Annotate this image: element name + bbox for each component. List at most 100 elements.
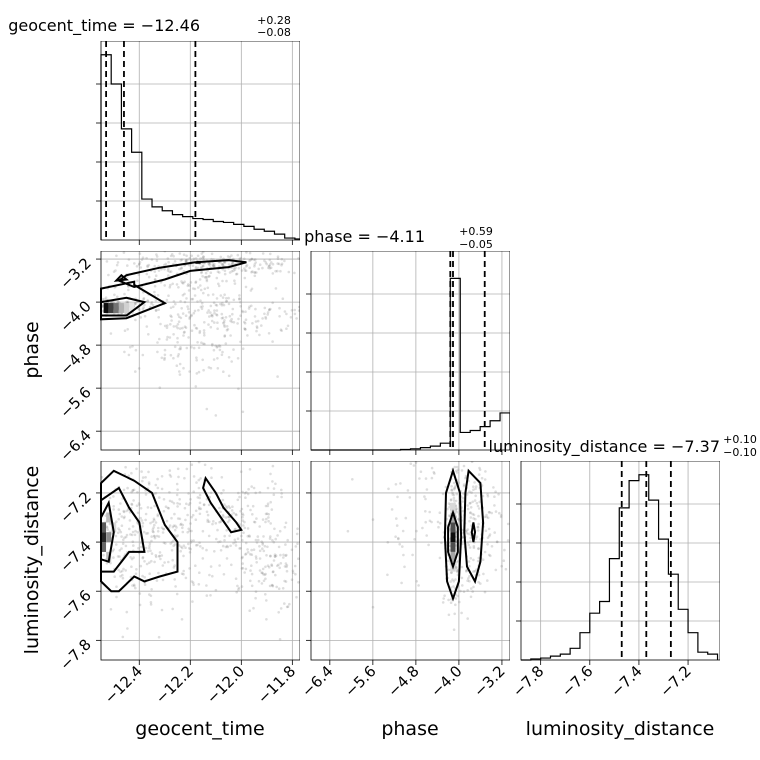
sample-point [175,592,179,596]
sample-point [232,269,235,273]
sample-point [249,508,252,512]
sample-point [278,306,281,310]
title-geocent-time-plus: +0.28 [257,14,291,27]
sample-point [269,535,272,538]
sample-point [498,511,501,515]
sample-point [215,537,218,541]
sample-point [216,345,219,348]
sample-point [280,329,283,333]
sample-point [148,544,151,548]
sample-point [245,264,249,267]
sample-point [427,543,430,547]
sample-point [206,518,209,522]
sample-point [163,324,167,328]
sample-point [190,529,193,533]
sample-point [150,552,154,555]
sample-point [139,316,143,319]
sample-point [283,602,286,605]
sample-point [465,569,468,572]
sample-point [253,263,256,266]
sample-point [266,486,270,490]
sample-point [243,327,247,331]
sample-point [398,542,402,546]
sample-point [280,492,284,495]
sample-point [134,302,138,305]
sample-point [160,356,164,360]
sample-point [454,597,458,600]
sample-point [199,299,202,303]
sample-point [214,588,218,592]
sample-point [221,263,225,267]
sample-point [205,407,209,411]
sample-point [221,279,224,283]
sample-point [201,264,205,268]
sample-point [245,251,248,254]
sample-point [268,267,272,270]
sample-point [277,611,281,614]
sample-point [386,573,389,577]
sample-point [387,487,390,491]
sample-point [478,500,482,504]
sample-point [470,587,473,590]
sample-point [244,552,248,556]
sample-point [135,467,138,471]
sample-point [264,504,268,508]
sample-point [466,589,470,592]
sample-point [474,517,477,521]
sample-point [442,597,446,600]
sample-point [163,358,166,361]
sample-point [192,583,195,587]
sample-point [194,385,198,388]
sample-point [134,370,137,373]
sample-point [276,375,279,378]
sample-point [293,564,297,568]
sample-point [455,471,459,474]
sample-point [225,544,229,548]
sample-point [176,336,179,340]
sample-point [199,477,202,480]
sample-point [225,506,229,510]
sample-point [452,493,456,497]
sample-point [206,311,209,314]
sample-point [200,271,203,275]
sample-point [109,561,112,565]
sample-point [276,564,279,568]
sample-point [235,590,238,594]
sample-point [122,516,126,520]
sample-point [254,596,257,600]
sample-point [297,257,300,260]
sample-point [168,499,172,503]
histogram-luminosity_distance [521,474,719,661]
sample-point [465,570,468,573]
sample-point [168,491,171,494]
sample-point [486,495,490,498]
sample-point [257,267,261,271]
sample-point [145,256,148,260]
sample-point [488,533,492,536]
sample-point [141,525,144,528]
sample-point [258,557,262,560]
sample-point [255,329,258,333]
sample-point [210,476,213,480]
sample-point [169,270,173,273]
panel-frame [100,461,300,661]
sample-point [187,492,190,495]
sample-point [449,499,453,502]
sample-point [164,542,167,545]
sample-point [163,267,166,271]
sample-point [243,526,247,530]
sample-point [495,540,499,543]
sample-point [215,297,219,300]
sample-point [201,358,204,362]
sample-point [243,491,247,495]
sample-point [293,271,296,275]
sample-point [474,487,477,491]
sample-point [273,555,277,558]
sample-point [297,557,300,560]
sample-point [140,258,144,262]
sample-point [221,296,225,299]
sample-point [197,461,201,464]
sample-point [136,531,139,534]
sample-point [419,470,423,474]
sample-point [290,548,294,552]
